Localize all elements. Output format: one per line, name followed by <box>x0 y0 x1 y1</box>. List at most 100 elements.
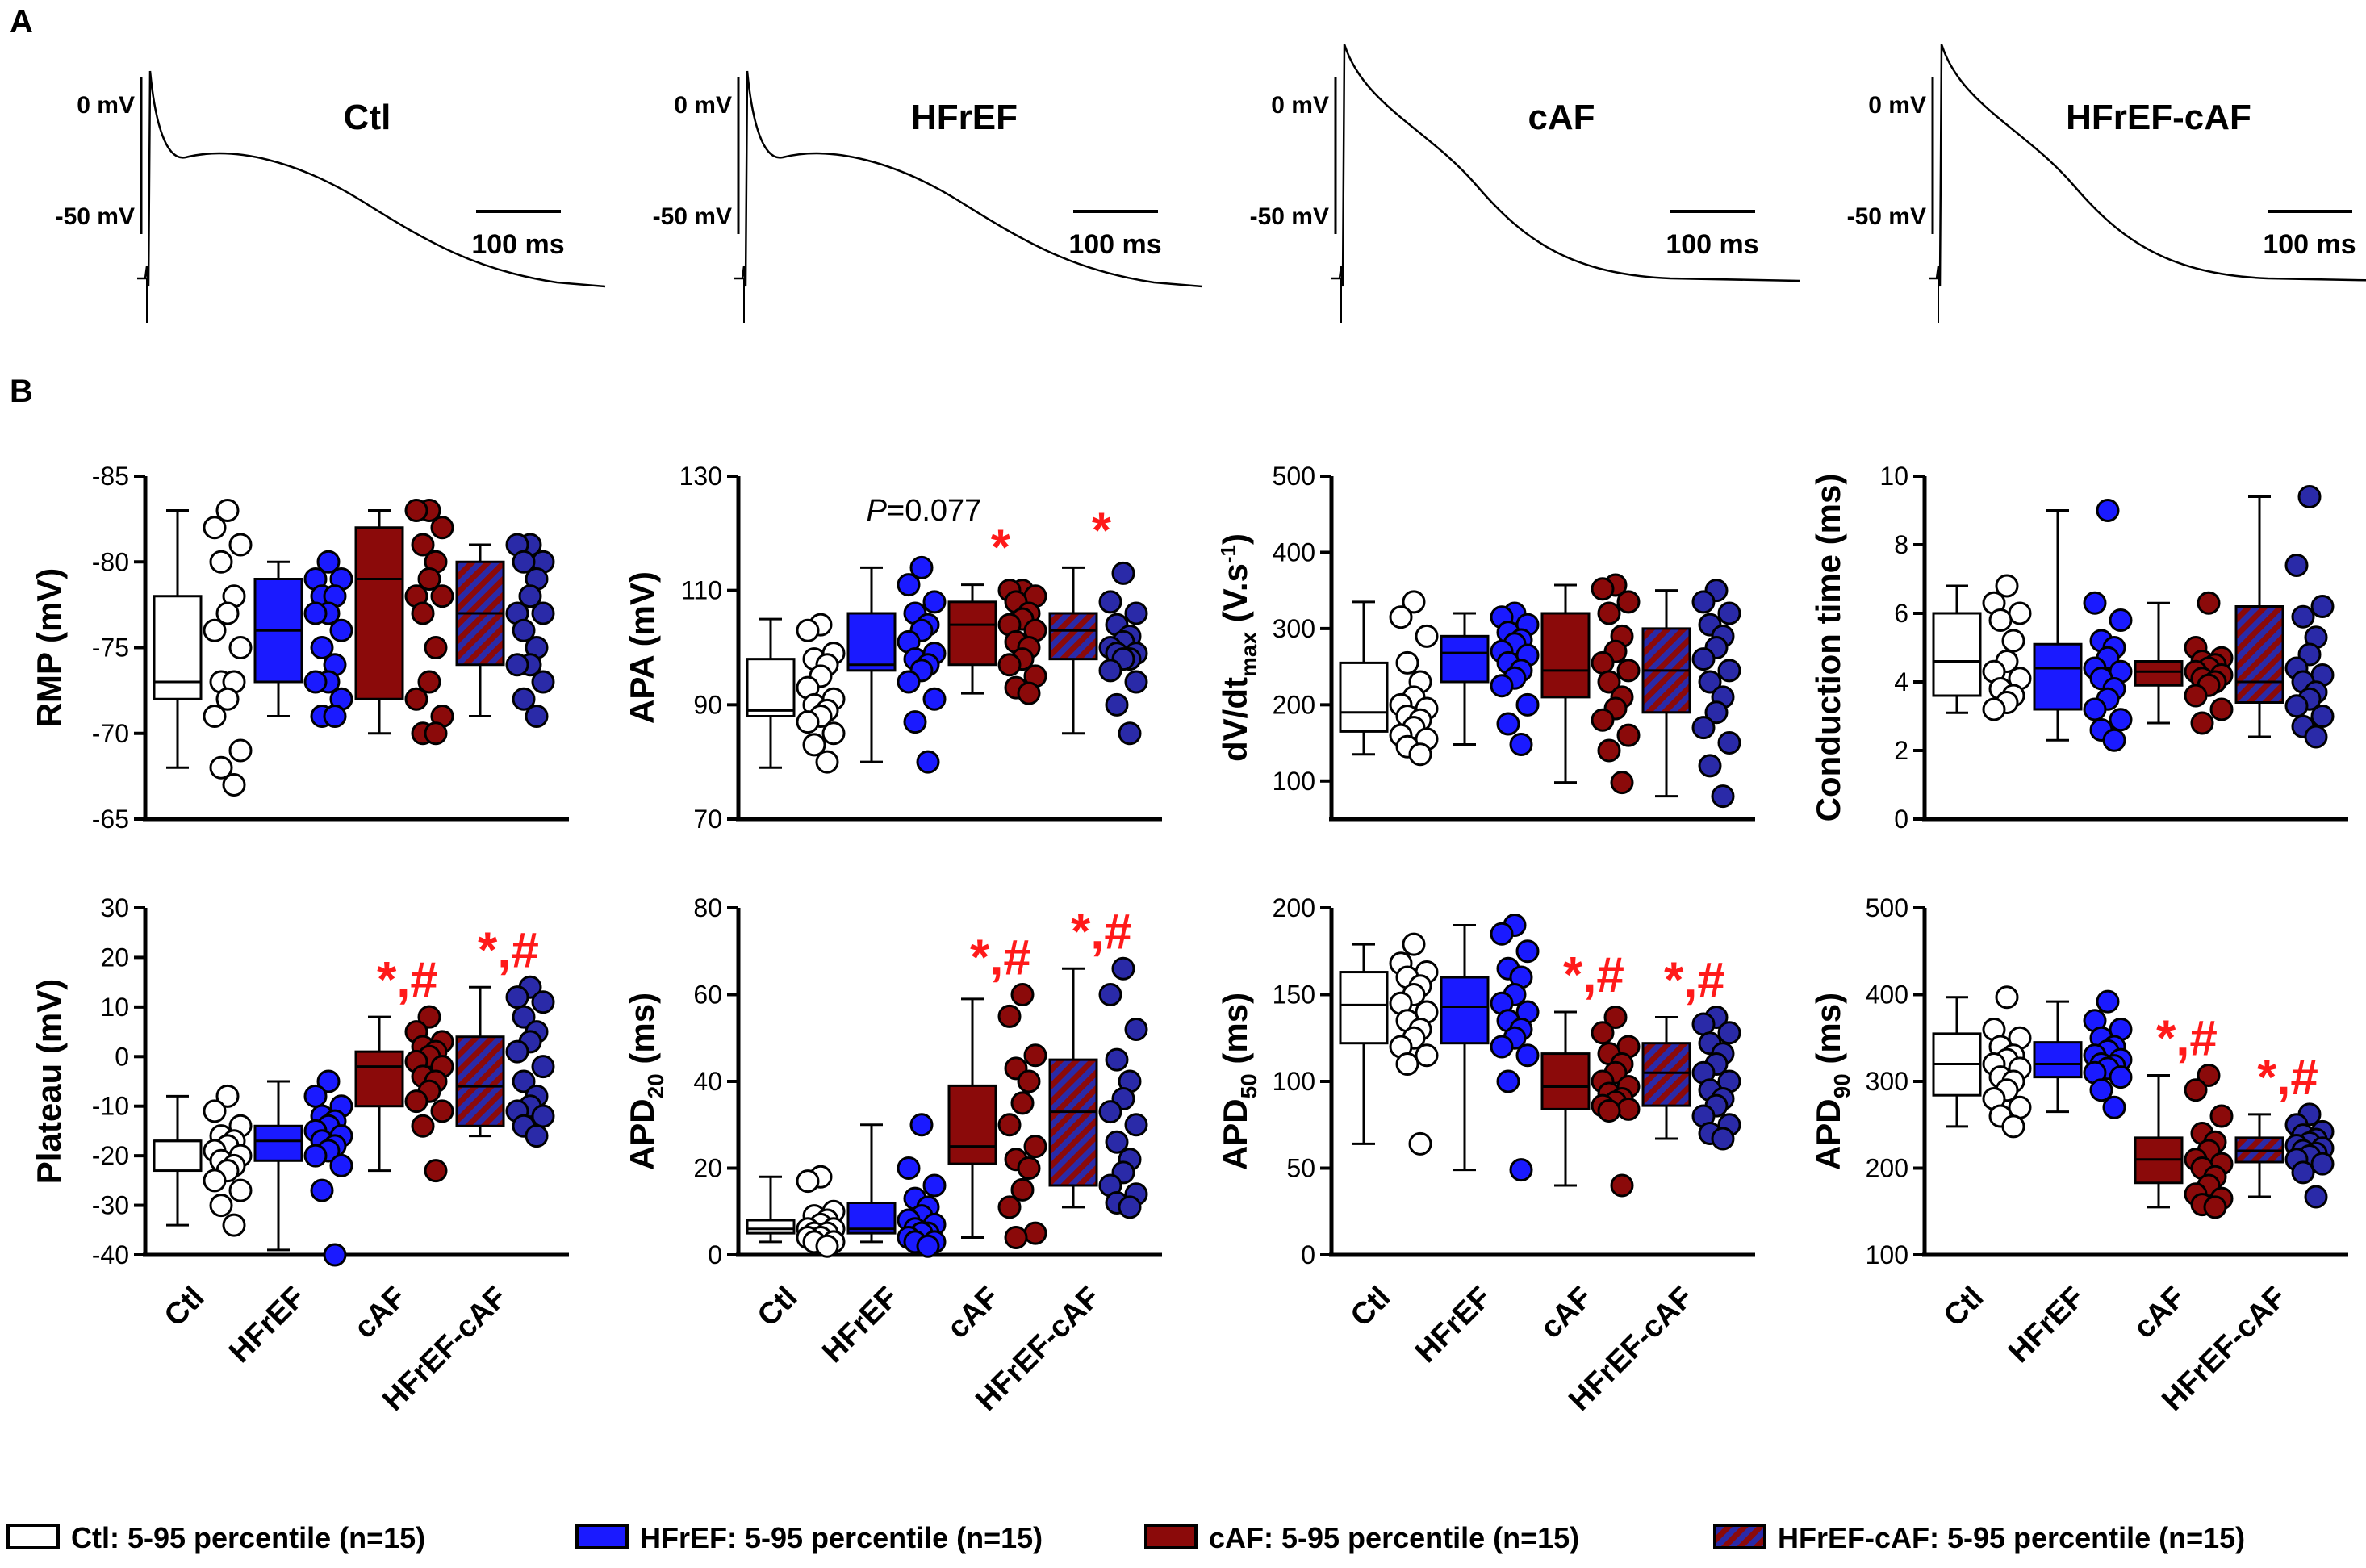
significance-mark: * <box>1092 503 1112 558</box>
data-point <box>215 1084 240 1108</box>
box <box>947 1084 997 1165</box>
y-tick-label: 8 <box>1894 530 1908 559</box>
legend-label: Ctl: 5-95 percentile (n=15) <box>71 1521 425 1554</box>
data-point <box>2109 1065 2133 1089</box>
y-tick-label: 20 <box>693 1154 722 1183</box>
y-tick-label: 0 <box>1301 1240 1315 1269</box>
data-point <box>1509 1158 1533 1182</box>
data-point <box>531 601 555 625</box>
x-tick-label: Ctl <box>158 1281 211 1334</box>
legend-item-4: HFrEF-cAF: 5-95 percentile (n=15) <box>1713 1521 2245 1554</box>
data-point <box>2109 708 2133 732</box>
legend-swatch <box>6 1524 60 1549</box>
minus50-mv-label: -50 mV <box>1847 203 1926 230</box>
data-point <box>1004 1226 1028 1249</box>
box-plot-grid: -85 -80 -75 -70 -65 RMP (mV) 70 90 110 130 APA (mV… <box>30 462 2348 1418</box>
series-caf: *,# cAF <box>941 930 1047 1345</box>
data-point <box>512 1005 536 1029</box>
data-point <box>228 636 253 659</box>
data-point <box>411 1114 435 1138</box>
data-point <box>1496 1069 1520 1093</box>
data-point <box>417 1005 441 1029</box>
data-point <box>424 636 448 659</box>
data-point <box>1105 1047 1129 1072</box>
data-point <box>303 1144 328 1168</box>
data-point <box>1105 692 1129 717</box>
data-point <box>203 516 227 540</box>
y-tick-label: 60 <box>693 981 722 1010</box>
box <box>1641 1042 1691 1107</box>
series-ctl: Ctl <box>1339 932 1439 1333</box>
series-caf: * <box>947 521 1047 705</box>
data-point <box>222 773 246 797</box>
data-point <box>310 1178 334 1202</box>
y-tick-label: 10 <box>100 993 129 1022</box>
y-tick-label: 70 <box>693 805 722 834</box>
data-point <box>215 687 240 711</box>
trace-title: HFrEF-cAF <box>2066 98 2251 137</box>
waveform <box>1929 44 2366 287</box>
data-point <box>796 710 820 734</box>
data-point <box>2083 591 2107 615</box>
data-point <box>1717 731 1741 755</box>
box <box>1048 1058 1098 1187</box>
series-hfref <box>2033 499 2133 752</box>
legend-swatch <box>1713 1524 1766 1549</box>
x-tick-label: HFrEF <box>2002 1281 2091 1369</box>
data-point <box>1124 601 1148 625</box>
box <box>354 526 404 700</box>
x-tick-label: HFrEF <box>1409 1281 1498 1369</box>
y-tick-label: 200 <box>1866 1154 1908 1183</box>
y-tick-label: 100 <box>1273 767 1315 796</box>
data-point <box>303 1084 328 1108</box>
time-scale-label: 100 ms <box>1666 229 1758 260</box>
box <box>947 600 997 667</box>
data-point <box>1597 1099 1621 1123</box>
data-point <box>512 687 536 711</box>
p-value-annotation: P=0.077 <box>867 494 982 528</box>
y-tick-label: -70 <box>92 719 129 748</box>
y-tick-label: -85 <box>92 462 129 491</box>
data-point <box>411 533 435 557</box>
data-point <box>531 1055 555 1079</box>
x-tick-label: cAF <box>1534 1281 1599 1345</box>
data-point <box>228 738 253 763</box>
chart-1: -85 -80 -75 -70 -65 RMP (mV) <box>30 462 569 834</box>
box <box>1339 971 1389 1045</box>
data-point <box>815 750 839 774</box>
data-point <box>1490 1035 1514 1059</box>
chart-5: -40 -30 -20 -10 0 10 20 30 Plateau (mV) Ctl HFrEF *… <box>30 893 569 1418</box>
data-point <box>1603 1005 1628 1029</box>
legend: Ctl: 5-95 percentile (n=15) HFrEF: 5-95 p… <box>6 1521 2245 1554</box>
data-point <box>2184 684 2208 708</box>
data-point <box>1597 670 1621 694</box>
data-point <box>1616 590 1641 614</box>
data-point <box>1105 1130 1129 1154</box>
data-point <box>1698 670 1722 694</box>
data-point <box>203 705 227 728</box>
time-scale-label: 100 ms <box>471 229 564 260</box>
data-point <box>1017 1156 1041 1180</box>
data-point <box>1988 608 2013 632</box>
series-caf <box>2134 591 2234 735</box>
y-tick-label: 90 <box>693 690 722 719</box>
waveform <box>1331 44 1800 287</box>
data-point <box>1111 956 1135 981</box>
data-point <box>1691 647 1716 671</box>
data-point <box>430 584 454 608</box>
y-tick-label: 6 <box>1894 599 1908 628</box>
chart-2: 70 90 110 130 APA (mV) P=0.077 * * <box>623 462 1162 834</box>
data-point <box>2197 1063 2221 1087</box>
data-point <box>909 555 934 579</box>
data-point <box>228 1178 253 1202</box>
data-point <box>997 1004 1022 1028</box>
data-point <box>1124 670 1148 694</box>
data-point <box>1597 601 1621 625</box>
box <box>746 658 796 718</box>
chart-4: 0 2 4 6 8 10 Conduction time (ms) <box>1809 462 2348 834</box>
series-caf <box>1540 573 1641 795</box>
y-tick-label: 100 <box>1866 1240 1908 1269</box>
trace-title: cAF <box>1528 98 1595 137</box>
